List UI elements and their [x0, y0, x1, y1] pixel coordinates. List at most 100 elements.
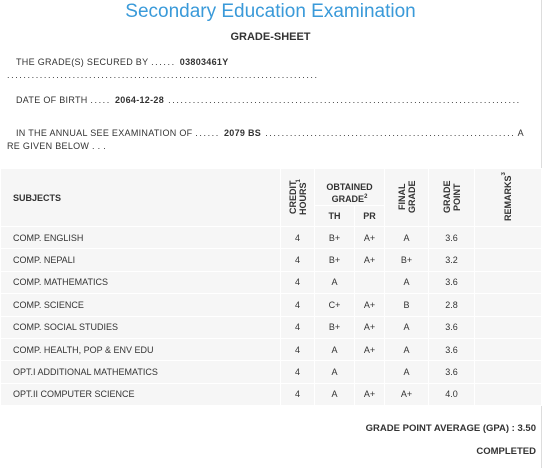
info-tail: ARE GIVEN BELOW . . . [7, 128, 524, 151]
credit-hours: 4 [280, 337, 315, 362]
final-grade: A [384, 360, 429, 384]
status: COMPLETED [476, 446, 536, 457]
leader: ........................................… [261, 128, 516, 138]
remarks [474, 225, 542, 250]
grade-point: 3.6 [428, 360, 475, 384]
header-text: REMARKS [503, 175, 513, 221]
header-th: TH [314, 205, 355, 227]
grade-table: SUBJECTS CREDIT HOURS1 OBTAINED GRADE2 FI… [0, 168, 542, 407]
table-row: OPT.I ADDITIONAL MATHEMATICS 4 A A 3.6 [0, 360, 542, 384]
grade-th: B+ [314, 248, 355, 272]
table-row: COMP. NEPALI 4 B+ A+ B+ 3.2 [0, 248, 542, 272]
final-grade: B+ [384, 248, 429, 272]
credit-hours: 4 [280, 315, 315, 339]
remarks [474, 360, 542, 384]
gpa-value: 3.50 [517, 423, 537, 434]
credit-hours: 4 [280, 360, 315, 384]
credit-hours: 4 [280, 270, 315, 295]
final-grade: A+ [384, 382, 429, 407]
grade-point: 3.6 [428, 225, 475, 250]
info-label: IN THE ANNUAL SEE EXAMINATION OF [16, 128, 196, 138]
grade-point: 3.2 [428, 248, 475, 272]
grade-pr [354, 270, 385, 295]
subject: COMP. SCIENCE [0, 293, 281, 317]
grade-point: 4.0 [428, 382, 475, 407]
gpa-line: GRADE POINT AVERAGE (GPA) : 3.50 [366, 423, 536, 435]
table-body: COMP. ENGLISH 4 B+ A+ A 3.6 COMP. NEPALI 4 B+ A+ B… [0, 225, 542, 407]
final-grade: A [384, 337, 429, 362]
footnote-mark: 1 [295, 178, 302, 182]
header-text: GRADE [331, 194, 365, 204]
grade-th: B+ [314, 225, 355, 250]
remarks [474, 270, 542, 295]
info-label: THE GRADE(S) SECURED BY [16, 57, 152, 67]
leader: ........................................… [164, 95, 521, 105]
grade-pr: A+ [354, 225, 385, 250]
grade-pr: A+ [354, 315, 385, 339]
leader: ...... [195, 128, 224, 138]
remarks [474, 382, 542, 407]
header-credit: CREDIT HOURS1 [280, 168, 315, 227]
header-pr: PR [354, 205, 385, 227]
credit-hours: 4 [280, 225, 315, 250]
leader: ........................................… [7, 70, 319, 80]
subject: COMP. NEPALI [0, 248, 281, 272]
subject: OPT.I ADDITIONAL MATHEMATICS [0, 360, 281, 384]
credit-hours: 4 [280, 248, 315, 272]
gpa-label: GRADE POINT AVERAGE (GPA) : [365, 423, 515, 434]
header-remarks: REMARKS3 [474, 168, 542, 227]
leader: ...... [151, 57, 180, 67]
credit-hours: 4 [280, 382, 315, 407]
table-row: COMP. ENGLISH 4 B+ A+ A 3.6 [0, 225, 542, 250]
table-row: COMP. SCIENCE 4 C+ A+ B 2.8 [0, 293, 542, 317]
table-row: COMP. HEALTH, POP & ENV EDU 4 A A+ A 3.6 [0, 337, 542, 362]
remarks [474, 337, 542, 362]
remarks [474, 248, 542, 272]
subject: COMP. SOCIAL STUDIES [0, 315, 281, 339]
header-obtained: OBTAINED GRADE2 [314, 168, 385, 206]
grade-point: 3.6 [428, 270, 475, 295]
grade-point: 3.6 [428, 315, 475, 339]
info-line: IN THE ANNUAL SEE EXAMINATION OF ...... … [7, 127, 529, 153]
subject: COMP. HEALTH, POP & ENV EDU [0, 337, 281, 362]
grade-th: B+ [314, 315, 355, 339]
subject: COMP. MATHEMATICS [0, 270, 281, 295]
grade-pr: A+ [354, 248, 385, 272]
grade-th: A [314, 270, 355, 295]
grade-pr: A+ [354, 293, 385, 317]
header-text: GRADE POINT [441, 180, 462, 213]
info-value: 03803461Y [179, 57, 229, 67]
grade-pr [354, 360, 385, 384]
grade-th: A [314, 382, 355, 407]
header-subjects: SUBJECTS [0, 168, 281, 227]
grade-point: 3.6 [428, 337, 475, 362]
grade-pr: A+ [354, 337, 385, 362]
grade-th: A [314, 337, 355, 362]
grade-point: 2.8 [428, 293, 475, 317]
header-final: FINAL GRADE [384, 168, 429, 227]
header-text: OBTAINED [326, 182, 373, 192]
grade-th: C+ [314, 293, 355, 317]
grade-pr: A+ [354, 382, 385, 407]
subject: OPT.II COMPUTER SCIENCE [0, 382, 281, 407]
final-grade: A [384, 270, 429, 295]
title: Secondary Education Examination [125, 1, 416, 22]
final-grade: A [384, 225, 429, 250]
final-grade: A [384, 315, 429, 339]
header-text: CREDIT HOURS [287, 179, 308, 215]
info-line: DATE OF BIRTH ..... 2064-12-28 .........… [7, 94, 529, 107]
table-row: OPT.II COMPUTER SCIENCE 4 A A+ A+ 4.0 [0, 382, 542, 407]
grade-th: A [314, 360, 355, 384]
subject: COMP. ENGLISH [0, 225, 281, 250]
subtitle: GRADE-SHEET [230, 31, 311, 43]
info-value: 2064-12-28 [114, 95, 165, 105]
info-label: DATE OF BIRTH [16, 95, 91, 105]
header-point: GRADE POINT [428, 168, 475, 227]
table-row: COMP. SOCIAL STUDIES 4 B+ A+ A 3.6 [0, 315, 542, 339]
remarks [474, 315, 542, 339]
final-grade: B [384, 293, 429, 317]
footnote-mark: 3 [501, 172, 507, 176]
info-value: 2079 BS [223, 128, 262, 138]
info-line: THE GRADE(S) SECURED BY ...... 03803461Y… [7, 56, 529, 82]
header-text: FINAL GRADE [396, 180, 417, 213]
